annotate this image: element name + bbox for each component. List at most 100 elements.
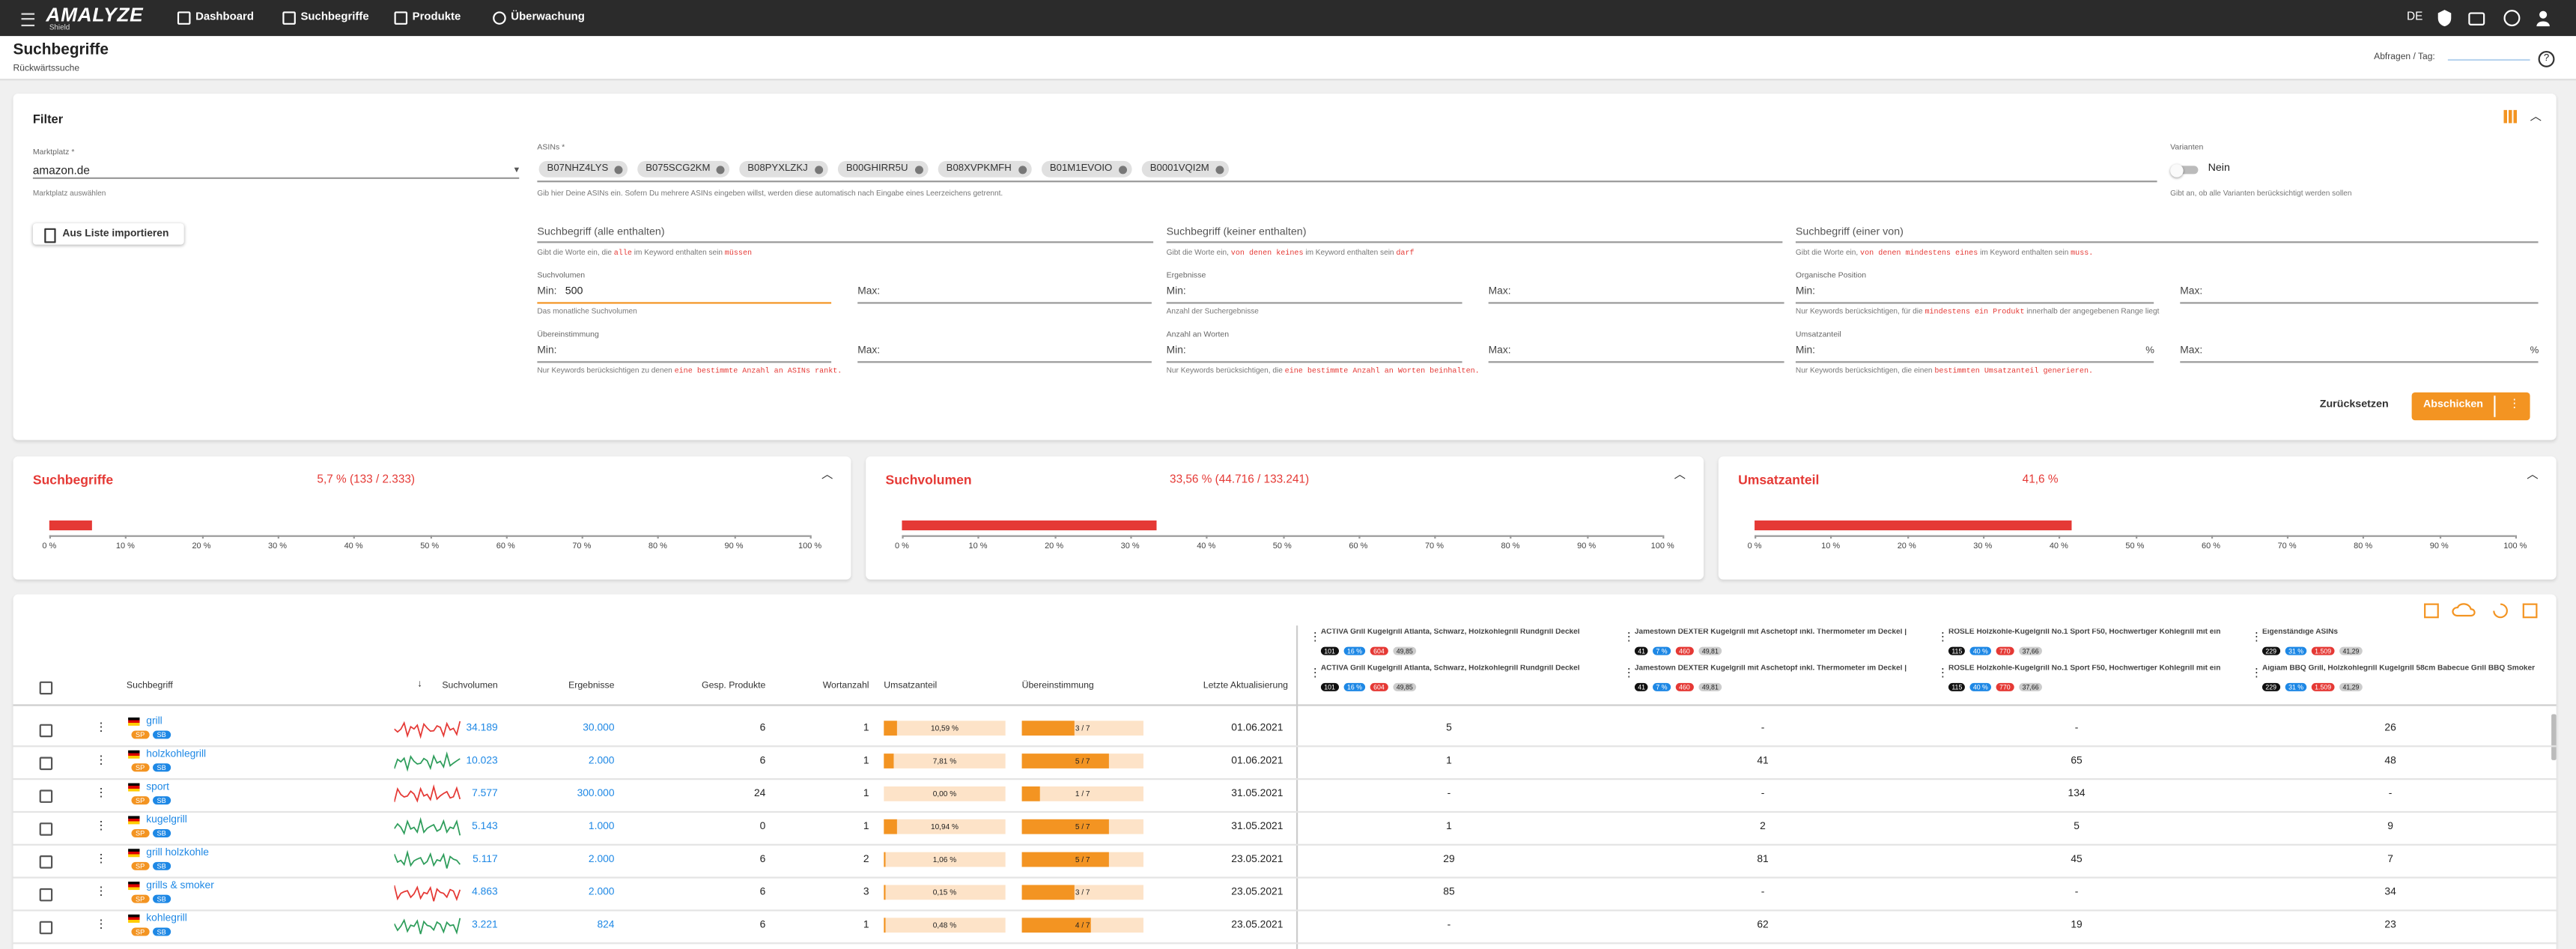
row-menu[interactable]: ⋮ <box>95 886 107 899</box>
product-menu[interactable]: ⋮ <box>2250 631 2262 644</box>
submit-menu[interactable]: ⋮ <box>2509 398 2521 411</box>
column-header[interactable]: Umsatzanteil <box>884 681 938 691</box>
reset-button[interactable]: Zurücksetzen <box>2319 398 2389 411</box>
card-collapse[interactable]: ︿ <box>1674 469 1686 482</box>
results[interactable]: 824 <box>597 919 615 931</box>
nav-item[interactable]: Suchbegriffe <box>300 10 369 22</box>
search-volume[interactable]: 7.577 <box>472 788 498 800</box>
language[interactable]: DE <box>2407 11 2423 23</box>
column-header[interactable]: Suchbegriff <box>126 681 173 691</box>
row-checkbox[interactable] <box>39 789 53 803</box>
grid-icon[interactable] <box>2503 109 2518 124</box>
chip-remove[interactable] <box>1119 165 1128 174</box>
row-menu[interactable]: ⋮ <box>95 821 107 833</box>
search-volume[interactable]: 4.863 <box>472 886 498 899</box>
max-label[interactable]: Max: <box>1488 285 1511 297</box>
search-volume[interactable]: 3.221 <box>472 919 498 931</box>
product-menu[interactable]: ⋮ <box>1936 631 1948 644</box>
dropdown-arrow[interactable]: ▼ <box>512 166 521 176</box>
row-checkbox[interactable] <box>39 921 53 935</box>
results[interactable]: 300.000 <box>577 788 615 800</box>
nav-item[interactable]: Dashboard <box>195 10 254 22</box>
columns-icon[interactable] <box>2424 603 2439 619</box>
row-checkbox[interactable] <box>39 855 53 869</box>
export-icon[interactable] <box>2452 603 2476 617</box>
search-volume[interactable]: 5.117 <box>473 853 498 866</box>
logo[interactable]: AMALYZE <box>46 3 144 27</box>
marketplace-value[interactable]: amazon.de <box>32 166 90 178</box>
product-menu[interactable]: ⋮ <box>1623 631 1635 644</box>
quota-slider[interactable] <box>2447 58 2530 61</box>
column-header[interactable]: Wortanzahl <box>822 681 869 691</box>
product-name[interactable]: Jamestown DEXTER Kugelgrill mit Aschetop… <box>1634 664 1907 672</box>
results[interactable]: 2.000 <box>588 886 615 899</box>
row-checkbox[interactable] <box>39 888 53 902</box>
chip-remove[interactable] <box>814 165 823 174</box>
column-header[interactable]: Ergebnisse <box>568 681 615 691</box>
keyword[interactable]: sport <box>146 781 169 793</box>
min-label[interactable]: Min: <box>1166 285 1186 297</box>
shield-icon[interactable] <box>2437 10 2452 27</box>
card-collapse[interactable]: ︿ <box>821 469 833 482</box>
import-button[interactable] <box>32 223 184 245</box>
search-volume[interactable]: 5.143 <box>472 821 498 833</box>
keyword[interactable]: kugelgrill <box>146 814 187 826</box>
select-all-checkbox[interactable] <box>39 681 53 695</box>
product-menu[interactable]: ⋮ <box>2250 668 2262 680</box>
product-menu[interactable]: ⋮ <box>1936 668 1948 680</box>
results[interactable]: 2.000 <box>588 853 615 866</box>
nav-icon[interactable] <box>394 11 408 25</box>
info-icon[interactable] <box>2503 10 2521 27</box>
product-name[interactable]: Eigenständige ASINs <box>2261 628 2338 636</box>
chip-remove[interactable] <box>717 165 726 174</box>
folder-icon[interactable] <box>2468 12 2485 25</box>
chip-remove[interactable] <box>1215 165 1224 174</box>
variants-toggle[interactable] <box>2172 166 2199 175</box>
menu-icon[interactable] <box>21 13 35 27</box>
keyword[interactable]: holzkohlegrill <box>146 748 207 760</box>
column-header[interactable]: Gesp. Produkte <box>702 681 766 691</box>
user-icon[interactable] <box>2539 10 2548 19</box>
product-name[interactable]: Aigiam BBQ Grill, Holzkohlegrill Kugelgr… <box>2261 664 2536 672</box>
keyword-field-label[interactable]: Suchbegriff (alle enthalten) <box>537 226 665 238</box>
max-label[interactable]: Max: <box>1488 345 1511 357</box>
product-name[interactable]: Jamestown DEXTER Kugelgrill mit Aschetop… <box>1634 628 1907 636</box>
nav-icon[interactable] <box>282 11 296 25</box>
asin-chip[interactable]: B01M1EVOIO <box>1041 160 1132 178</box>
nav-icon[interactable] <box>177 11 191 25</box>
keyword[interactable]: kohlegrill <box>146 912 187 925</box>
asin-chip[interactable]: B07NHZ4LYS <box>538 160 628 178</box>
product-name[interactable]: RÖSLE Holzkohle-Kugelgrill No.1 Sport F5… <box>1948 628 2221 636</box>
asin-chip[interactable]: B08PYXLZKJ <box>739 160 828 178</box>
results[interactable]: 2.000 <box>588 755 615 767</box>
max-label[interactable]: Max: <box>2180 285 2203 297</box>
row-checkbox[interactable] <box>39 757 53 771</box>
nav-icon[interactable] <box>493 11 506 25</box>
product-menu[interactable]: ⋮ <box>1309 668 1321 680</box>
help-icon[interactable]: ? <box>2538 50 2555 67</box>
search-volume[interactable]: 34.189 <box>466 722 498 734</box>
min-label[interactable]: Min: <box>1795 345 1816 357</box>
column-header[interactable]: Letzte Aktualisierung <box>1203 681 1289 691</box>
submit-button[interactable] <box>2411 392 2530 421</box>
row-menu[interactable]: ⋮ <box>95 919 107 931</box>
column-header[interactable]: Suchvolumen <box>442 681 498 691</box>
min-label[interactable]: Min: <box>1166 345 1186 357</box>
row-checkbox[interactable] <box>39 724 53 738</box>
keyword[interactable]: grills & smoker <box>146 879 214 892</box>
row-menu[interactable]: ⋮ <box>95 853 107 866</box>
asin-chip[interactable]: B08XVPKMFH <box>938 160 1032 178</box>
keyword[interactable]: grill holzkohle <box>146 847 209 859</box>
collapse-icon[interactable]: ︿ <box>2530 112 2542 124</box>
chip-remove[interactable] <box>914 165 923 174</box>
sort-arrow[interactable]: ↓ <box>417 679 422 690</box>
row-menu[interactable]: ⋮ <box>95 788 107 800</box>
search-volume[interactable]: 10.023 <box>466 755 498 767</box>
calendar-icon[interactable] <box>2522 603 2538 619</box>
card-collapse[interactable]: ︿ <box>2527 469 2539 482</box>
asin-chip[interactable]: B00GHIRR5U <box>837 160 928 178</box>
row-checkbox[interactable] <box>39 822 53 836</box>
nav-item[interactable]: Produkte <box>412 10 461 22</box>
results[interactable]: 30.000 <box>583 722 615 734</box>
row-menu[interactable]: ⋮ <box>95 755 107 767</box>
